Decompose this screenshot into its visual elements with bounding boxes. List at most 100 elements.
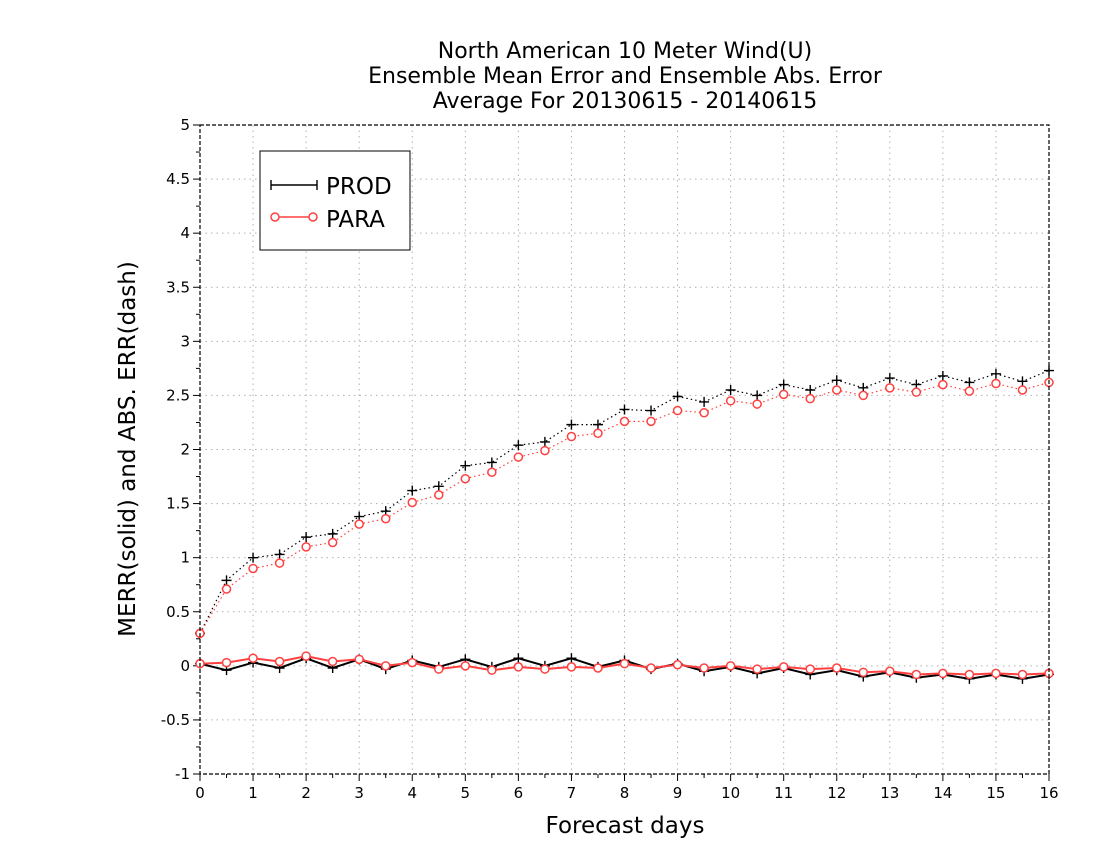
data-point-prod-dash bbox=[672, 391, 683, 402]
data-point-para-dash bbox=[699, 407, 709, 418]
data-point-para-dash bbox=[327, 537, 338, 548]
legend-prod-marker bbox=[270, 180, 318, 190]
y-tick-label: 5 bbox=[180, 116, 190, 134]
y-tick-label: 4 bbox=[180, 224, 190, 242]
data-point-para-dash bbox=[725, 396, 736, 406]
data-point-prod-dash bbox=[725, 385, 736, 396]
x-tick-label: 8 bbox=[620, 784, 630, 802]
data-point-prod-dash bbox=[433, 481, 444, 492]
data-point-para-dash bbox=[672, 405, 683, 416]
data-point-para-dash bbox=[434, 490, 444, 500]
data-point-para-solid bbox=[327, 656, 338, 667]
data-point-para-dash bbox=[513, 452, 524, 462]
series-line-prod-dash bbox=[199, 369, 1050, 634]
y-tick-label: 3.5 bbox=[166, 278, 190, 296]
data-point-para-solid bbox=[301, 651, 311, 661]
data-point-prod-dash bbox=[1017, 376, 1028, 387]
axes: -1-0.500.511.522.533.544.550 1 2 3 4 5 6 7 8 9 10 1… bbox=[161, 116, 1059, 802]
x-tick-label: 2 bbox=[301, 784, 311, 802]
series-layer bbox=[195, 365, 1054, 684]
legend-para-marker-left bbox=[270, 212, 280, 222]
data-point-para-dash bbox=[248, 563, 258, 574]
data-point-para-dash bbox=[619, 416, 630, 427]
data-point-para-dash bbox=[487, 467, 497, 477]
data-point-prod-dash bbox=[301, 532, 312, 543]
data-point-para-solid bbox=[566, 662, 577, 672]
x-tick-label: 11 bbox=[774, 784, 793, 802]
x-tick-label: 1 bbox=[248, 784, 258, 802]
chart-title-line-3: Average For 20130615 - 20140615 bbox=[433, 89, 818, 114]
data-point-prod-dash bbox=[990, 368, 1001, 379]
data-point-para-solid bbox=[885, 666, 895, 676]
y-tick-label: 4.5 bbox=[166, 170, 190, 188]
x-tick-label: 14 bbox=[933, 784, 952, 802]
data-point-para-dash bbox=[593, 428, 603, 439]
data-point-prod-dash bbox=[539, 436, 550, 447]
y-tick-label: 0.5 bbox=[166, 603, 190, 621]
data-point-para-solid bbox=[540, 664, 550, 674]
y-tick-label: -1 bbox=[175, 765, 190, 783]
y-tick-label: -0.5 bbox=[161, 711, 190, 729]
data-point-para-dash bbox=[991, 378, 1001, 389]
data-point-para-solid bbox=[619, 658, 630, 669]
legend-para-label: PARA bbox=[326, 207, 385, 233]
data-point-prod-solid bbox=[513, 653, 524, 664]
data-point-para-dash bbox=[1017, 385, 1028, 395]
data-point-para-solid bbox=[778, 662, 789, 672]
y-axis-label: MERR(solid) and ABS. ERR(dash) bbox=[115, 261, 141, 637]
data-point-para-dash bbox=[301, 542, 311, 552]
y-tick-label: 2 bbox=[180, 441, 190, 459]
data-point-para-solid bbox=[646, 663, 656, 673]
data-point-para-solid bbox=[354, 654, 364, 665]
data-point-para-dash bbox=[354, 519, 364, 529]
data-point-para-dash bbox=[885, 383, 895, 393]
data-point-para-dash bbox=[221, 584, 232, 594]
data-point-para-solid bbox=[752, 664, 762, 674]
x-tick-label: 6 bbox=[514, 784, 524, 802]
x-tick-label: 3 bbox=[354, 784, 364, 802]
data-point-prod-solid bbox=[566, 653, 577, 664]
data-point-para-solid bbox=[593, 663, 603, 673]
data-point-para-dash bbox=[380, 513, 391, 524]
data-point-para-solid bbox=[274, 656, 285, 667]
data-point-prod-dash bbox=[937, 370, 948, 381]
x-tick-label: 12 bbox=[827, 784, 846, 802]
data-point-para-solid bbox=[805, 664, 815, 674]
series-line-para-dash bbox=[199, 381, 1050, 634]
data-point-prod-dash bbox=[646, 405, 657, 416]
data-point-para-solid bbox=[938, 668, 948, 679]
data-point-para-dash bbox=[964, 386, 975, 396]
data-point-prod-dash bbox=[619, 404, 630, 415]
legend-item-prod: PROD bbox=[270, 174, 392, 200]
legend-box bbox=[259, 150, 411, 251]
data-point-para-solid bbox=[1017, 669, 1028, 680]
series-prod-dash bbox=[195, 365, 1054, 639]
x-tick-label: 5 bbox=[461, 784, 471, 802]
data-point-para-solid bbox=[991, 668, 1001, 679]
y-tick-label: 1 bbox=[180, 549, 190, 567]
data-point-para-dash bbox=[805, 393, 815, 404]
data-point-para-dash bbox=[566, 431, 577, 442]
data-point-prod-dash bbox=[884, 373, 895, 384]
data-point-para-solid bbox=[487, 665, 497, 675]
x-tick-label: 9 bbox=[673, 784, 683, 802]
x-tick-label: 0 bbox=[195, 784, 205, 802]
x-tick-label: 16 bbox=[1039, 784, 1058, 802]
x-axis-label: Forecast days bbox=[546, 813, 705, 839]
data-point-para-dash bbox=[858, 390, 869, 401]
data-point-para-solid bbox=[964, 669, 975, 680]
data-point-para-dash bbox=[752, 399, 762, 409]
data-point-prod-dash bbox=[964, 377, 975, 388]
x-tick-label: 15 bbox=[986, 784, 1005, 802]
data-point-para-solid bbox=[832, 663, 842, 673]
data-point-para-dash bbox=[778, 389, 789, 400]
data-point-para-dash bbox=[646, 416, 656, 427]
x-tick-label: 13 bbox=[880, 784, 899, 802]
y-tick-label: 3 bbox=[180, 332, 190, 350]
data-point-para-solid bbox=[407, 657, 417, 668]
data-point-prod-dash bbox=[274, 549, 285, 560]
data-point-prod-dash bbox=[513, 440, 524, 451]
legend-para-marker-right bbox=[308, 212, 318, 222]
data-point-prod-dash bbox=[566, 419, 577, 430]
data-point-para-dash bbox=[274, 558, 285, 568]
